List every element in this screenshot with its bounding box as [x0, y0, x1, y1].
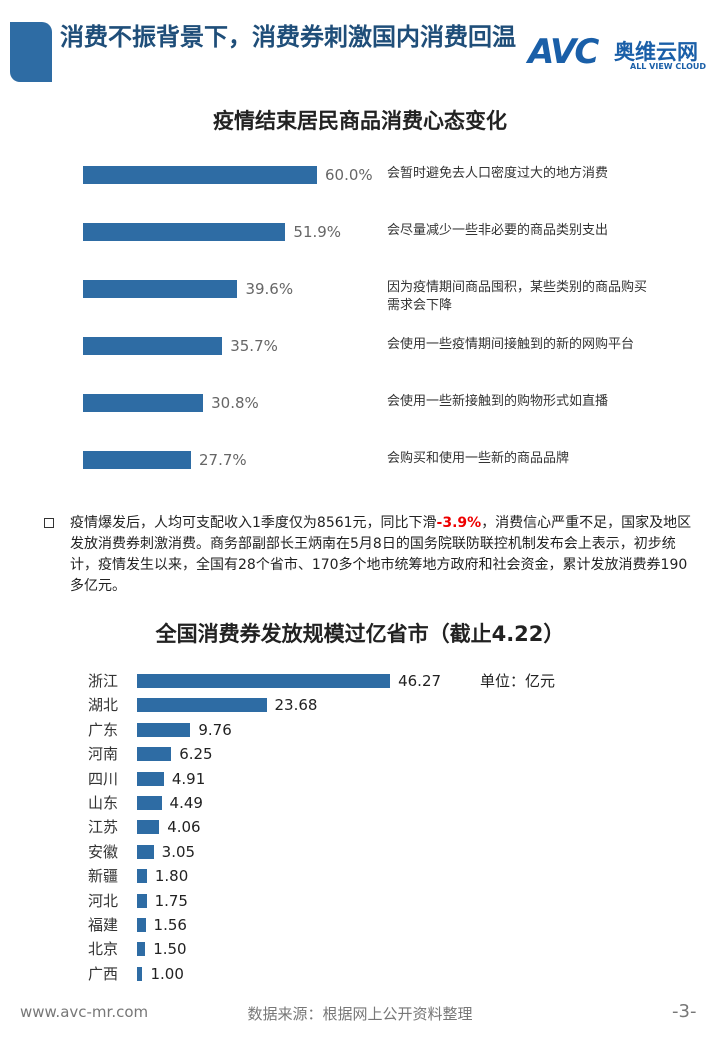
value-label: 30.8%	[211, 394, 259, 412]
category-label: 山东	[88, 794, 119, 812]
bar	[83, 223, 286, 241]
bar	[137, 674, 391, 688]
page-number: -3-	[672, 1001, 697, 1022]
category-label: 广东	[88, 720, 119, 739]
bar	[137, 820, 160, 835]
category-label: 广西	[88, 964, 119, 983]
bar	[83, 451, 192, 469]
value-label: 4.06	[167, 818, 201, 837]
value-label: 1.50	[153, 940, 187, 959]
value-label: 27.7%	[199, 451, 247, 469]
bar	[83, 280, 238, 298]
logo-name: 奥维云网	[614, 40, 698, 64]
bar	[137, 844, 154, 859]
header-title: 消费不振背景下，消费券刺激国内消费回温	[60, 23, 516, 51]
logo-mark: AVC	[528, 32, 599, 72]
bar	[137, 796, 162, 810]
value-label: 1.75	[154, 891, 188, 910]
bar	[137, 698, 267, 713]
note-highlight: -3.9%	[436, 515, 482, 531]
header-block	[10, 22, 52, 82]
category-label: 新疆	[88, 867, 119, 886]
category-label: 福建	[88, 916, 119, 934]
bar	[137, 722, 191, 737]
category-label: 浙江	[88, 672, 119, 690]
bar	[83, 394, 204, 412]
category-label: 四川	[88, 769, 119, 788]
footer-source: 数据来源：根据网上公开资料整理	[247, 1005, 473, 1023]
category-label: 湖北	[88, 696, 119, 715]
value-label: 4.49	[169, 794, 203, 812]
value-label: 39.6%	[245, 280, 294, 298]
category-label: 会暂时避免去人口密度过大的地方消费	[387, 166, 609, 181]
value-label: 3.05	[161, 842, 196, 861]
category-label: 会购买和使用一些新的商品品牌	[387, 451, 570, 466]
bar	[83, 166, 317, 184]
category-label: 江苏	[88, 818, 119, 837]
bullet-icon	[44, 518, 54, 528]
bar	[137, 966, 143, 981]
category-label: 会尽量减少一些非必要的商品类别支出	[387, 223, 609, 238]
value-label: 35.7%	[230, 337, 278, 355]
bar	[137, 771, 164, 786]
footer-website: www.avc-mr.com	[20, 1003, 149, 1021]
bar	[137, 747, 172, 762]
unit-label: 单位：亿元	[480, 672, 556, 690]
value-label: 1.00	[150, 964, 184, 983]
chart-title: 疫情结束居民商品消费心态变化	[213, 109, 507, 133]
note-text: ，消费信心严重不足，国家及地区发放消费券刺激消费。商务部副部长王炳南在5月8日的…	[70, 515, 692, 594]
value-label: 60.0%	[325, 166, 373, 184]
bar	[137, 893, 147, 908]
value-label: 4.91	[171, 769, 206, 788]
bar	[137, 918, 146, 932]
category-label: 北京	[88, 940, 119, 959]
category-label: 安徽	[88, 842, 119, 861]
category-label: 河北	[88, 891, 119, 910]
category-label: 会使用一些新接触到的购物形式如直播	[387, 394, 609, 409]
value-label: 1.80	[154, 867, 189, 886]
value-label: 46.27	[398, 672, 442, 690]
bar	[83, 337, 223, 355]
chart-title: 全国消费券发放规模过亿省市（截止4.22）	[155, 622, 565, 646]
value-label: 9.76	[198, 720, 232, 739]
category-label: 因为疫情期间商品囤积，某些类别的商品购买需求会下降	[387, 280, 648, 313]
note-text: 疫情爆发后，人均可支配收入1季度仅为8561元，同比下滑	[70, 515, 437, 531]
bar	[137, 942, 146, 957]
category-label: 会使用一些疫情期间接触到的新的网购平台	[387, 337, 635, 352]
value-label: 23.68	[274, 696, 318, 715]
value-label: 6.25	[179, 745, 213, 764]
note: 疫情爆发后，人均可支配收入1季度仅为8561元，同比下滑-3.9%，消费信心严重…	[70, 513, 695, 597]
bar	[137, 869, 147, 884]
category-label: 河南	[88, 745, 119, 764]
value-label: 1.56	[153, 916, 187, 934]
logo-sub: ALL VIEW CLOUD	[630, 62, 707, 71]
value-label: 51.9%	[293, 223, 342, 241]
